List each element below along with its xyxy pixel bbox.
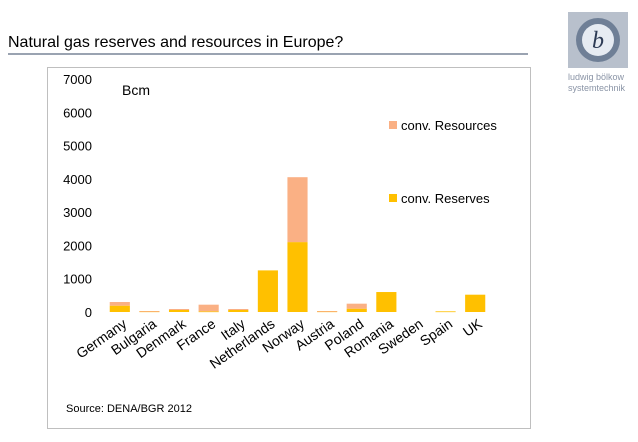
x-tick-label: UK <box>460 315 486 340</box>
y-tick-label: 7000 <box>63 72 92 87</box>
y-tick-label: 4000 <box>63 172 92 187</box>
y-tick-label: 1000 <box>63 272 92 287</box>
bar-reserves <box>109 305 130 312</box>
bar-resources <box>317 311 338 312</box>
bar-resources <box>228 309 249 311</box>
bar-reserves <box>168 310 190 312</box>
bar-resources <box>346 303 367 309</box>
bar-reserves <box>376 292 397 312</box>
bar-reserves <box>435 311 456 313</box>
bar-resources <box>139 311 160 312</box>
logo-text-line2: systemtechnik <box>568 83 626 93</box>
bar-reserves <box>287 242 308 312</box>
y-tick-label: 2000 <box>63 238 92 253</box>
bar-reserves <box>465 294 486 312</box>
logo-text-line1: ludwig bölkow <box>568 72 625 82</box>
logo-letter: b <box>592 28 604 54</box>
logo-text: ludwig bölkow systemtechnik <box>568 72 625 94</box>
bar-reserves <box>198 311 219 313</box>
legend-label: conv. Resources <box>401 118 497 133</box>
legend-label: conv. Reserves <box>401 191 490 206</box>
unit-label: Bcm <box>122 82 150 98</box>
y-tick-label: 0 <box>85 305 92 320</box>
chart-frame <box>47 67 531 429</box>
bar-reserves <box>228 310 249 312</box>
bar-reserves <box>346 308 367 312</box>
legend-swatch <box>389 194 397 202</box>
bar-resources <box>287 177 308 243</box>
bar-resources <box>168 309 190 311</box>
bar-resources <box>109 302 130 306</box>
title-divider <box>8 53 528 55</box>
slide-title: Natural gas reserves and resources in Eu… <box>8 34 344 51</box>
y-tick-label: 3000 <box>63 205 92 220</box>
source-note: Source: DENA/BGR 2012 <box>66 403 192 415</box>
legend-swatch <box>389 121 397 129</box>
bar-reserves <box>257 270 278 312</box>
company-logo-icon: b <box>568 12 628 68</box>
y-tick-label: 5000 <box>63 139 92 154</box>
y-tick-label: 6000 <box>63 105 92 120</box>
bar-resources <box>198 304 219 312</box>
x-tick-label: Spain <box>417 315 456 349</box>
